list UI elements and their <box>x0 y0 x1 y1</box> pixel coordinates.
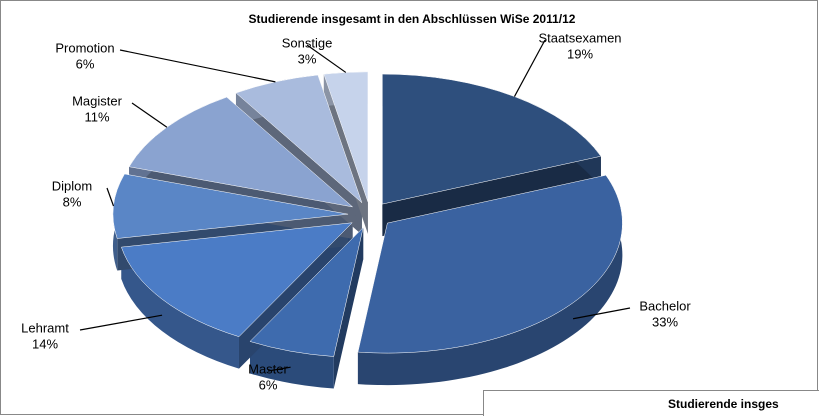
slice-label: Magister <box>72 93 123 108</box>
secondary-box <box>483 390 819 416</box>
slice-label: Sonstige <box>282 35 333 50</box>
slice-rim <box>357 175 623 386</box>
chart-title: Studierende insgesamt in den Abschlüssen… <box>249 12 576 26</box>
pie-slice <box>357 174 623 354</box>
annotation: Studierende insges <box>668 397 779 411</box>
slice-value-label: 8% <box>63 194 82 209</box>
leader-line <box>572 307 631 320</box>
slice-label: Lehramt <box>21 320 69 335</box>
pie-slice <box>382 73 602 205</box>
pie-slice <box>249 226 364 357</box>
slice-value-label: 11% <box>84 109 109 124</box>
pie-slice <box>128 96 354 208</box>
slice-label: Promotion <box>55 40 114 55</box>
slice-label: Diplom <box>52 178 92 193</box>
slice-value-label: 33% <box>652 314 678 329</box>
slice-value-label: 6% <box>259 377 278 392</box>
leader-line <box>79 314 163 331</box>
pie-slice <box>323 71 369 202</box>
slice-rim <box>121 247 239 369</box>
slice-label: Staatsexamen <box>538 30 621 45</box>
slice-value-label: 6% <box>76 56 95 71</box>
slice-label: Bachelor <box>639 298 691 313</box>
leader-line <box>306 44 347 73</box>
leader-line <box>106 187 115 207</box>
slice-label: Master <box>248 361 288 376</box>
leader-line <box>513 39 546 97</box>
slice-wall <box>333 227 364 389</box>
leader-line <box>267 366 291 372</box>
slice-value-label: 3% <box>298 51 317 66</box>
pie-slice <box>235 74 363 204</box>
leader-line <box>131 102 168 128</box>
pie-slice <box>121 222 353 337</box>
slice-value-label: 19% <box>567 46 593 61</box>
leader-line <box>119 49 276 83</box>
slice-value-label: 14% <box>32 336 58 351</box>
slice-rim <box>249 341 334 389</box>
pie-slice <box>112 173 349 239</box>
